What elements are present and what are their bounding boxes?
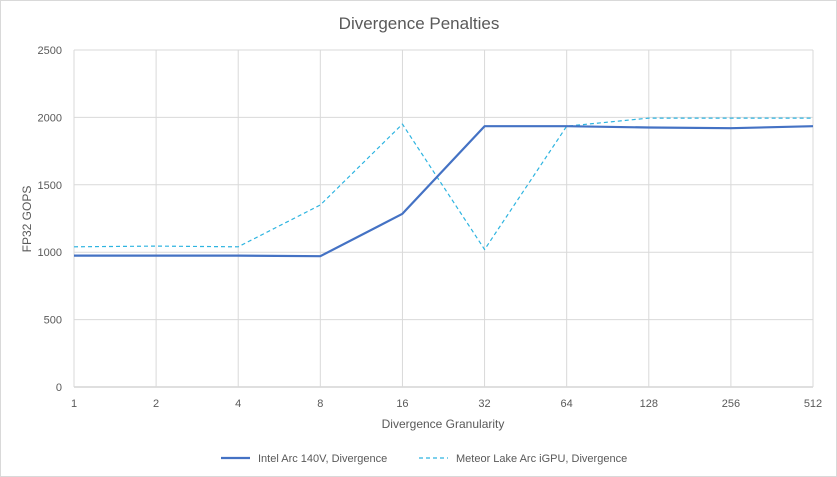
x-tick-label: 512 — [804, 398, 822, 410]
y-tick-label: 1500 — [38, 180, 62, 192]
y-tick-label: 2000 — [38, 112, 62, 124]
y-tick-label: 1000 — [38, 247, 62, 259]
y-axis-title: FP32 GOPS — [20, 186, 34, 253]
x-tick-label: 2 — [153, 398, 159, 410]
gridlines — [73, 49, 814, 388]
legend: Intel Arc 140V, Divergence Meteor Lake Ar… — [221, 453, 627, 465]
series-line-2 — [73, 117, 813, 251]
x-tick-label: 256 — [722, 398, 740, 410]
y-axis-ticks: 0 500 1000 1500 2000 2500 — [38, 45, 62, 394]
x-tick-label: 32 — [478, 398, 490, 410]
x-tick-label: 64 — [561, 398, 573, 410]
series-line-1 — [74, 125, 814, 258]
x-tick-label: 128 — [640, 398, 658, 410]
series-lines — [73, 117, 814, 258]
legend-label-2: Meteor Lake Arc iGPU, Divergence — [456, 453, 627, 465]
y-tick-label: 0 — [56, 382, 62, 394]
x-tick-label: 8 — [317, 398, 323, 410]
chart-title: Divergence Penalties — [339, 14, 500, 33]
legend-label-1: Intel Arc 140V, Divergence — [258, 453, 387, 465]
x-axis-title: Divergence Granularity — [382, 417, 505, 431]
x-tick-label: 16 — [396, 398, 408, 410]
x-axis-ticks: 1 2 4 8 16 32 64 128 256 512 — [71, 398, 822, 410]
y-tick-label: 2500 — [38, 45, 62, 57]
x-tick-label: 4 — [235, 398, 241, 410]
x-tick-label: 1 — [71, 398, 77, 410]
y-tick-label: 500 — [44, 315, 62, 327]
